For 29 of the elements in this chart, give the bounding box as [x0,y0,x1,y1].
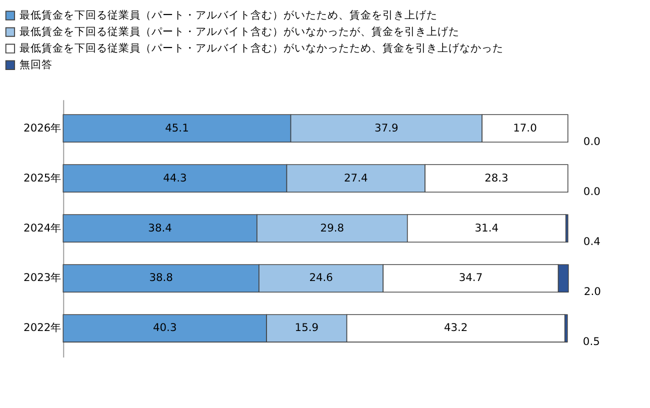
data-label: 43.2 [444,321,468,334]
legend-label: 最低賃金を下回る従業員（パート・アルバイト含む）がいなかったため、賃金を引き上げなかった [19,42,504,55]
data-label: 38.8 [149,271,174,284]
data-label: 0.0 [583,184,601,198]
data-label: 40.3 [152,321,177,334]
data-label: 24.6 [309,271,334,284]
data-label: 44.3 [163,171,187,184]
data-label: 28.3 [484,171,508,184]
y-tick-label: 2023年 [24,271,62,284]
y-tick-label: 2024年 [24,221,62,234]
data-label: 45.1 [165,121,189,134]
data-label: 27.4 [344,171,368,184]
data-label: 37.9 [374,121,399,134]
data-label: 0.5 [582,334,600,348]
y-tick-label: 2026年 [24,121,62,134]
data-label: 31.4 [474,221,499,234]
data-label: 29.8 [320,221,344,234]
legend-label: 最低賃金を下回る従業員（パート・アルバイト含む）がいたため、賃金を引き上げた [19,8,438,22]
data-label: 17.0 [513,121,538,134]
data-label: 34.7 [458,271,483,284]
data-label: 38.4 [148,221,172,234]
legend-label: 無回答 [19,58,52,72]
y-tick-label: 2022年 [24,321,62,334]
data-label: 2.0 [584,284,602,298]
data-label: 0.0 [583,134,601,148]
y-tick-label: 2025年 [24,171,62,184]
legend-label: 最低賃金を下回る従業員（パート・アルバイト含む）がいなかったが、賃金を引き上げた [19,24,460,38]
data-label: 0.4 [583,234,601,248]
data-label: 15.9 [294,321,319,334]
